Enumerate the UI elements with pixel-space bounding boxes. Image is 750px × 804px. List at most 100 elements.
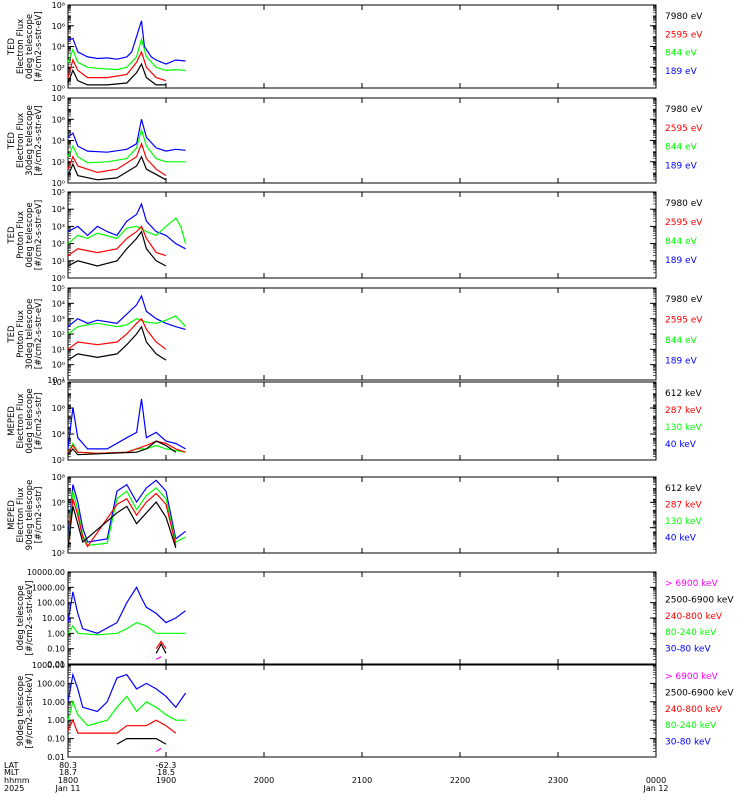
legend-entry: 844 eV: [665, 237, 698, 247]
panel-1: 10⁰ 10² 10⁴ 10⁶ 10⁸ TED Electron Flux 0deg tele…: [7, 1, 703, 93]
y-axis-label: Electron Flux: [16, 113, 26, 168]
legend-entry: 2595 eV: [665, 218, 703, 228]
y-tick-label: 100.00: [37, 679, 65, 688]
legend-entry: 189 eV: [665, 256, 698, 266]
y-tick-label: 10⁸: [52, 94, 65, 103]
y-tick-label: 10⁴: [52, 205, 65, 214]
legend-entry: 240-800 keV: [665, 705, 723, 715]
y-axis-label: [#/cm2-s-str]: [34, 487, 44, 544]
y-tick-label: 10000.00: [27, 568, 65, 577]
series-line: [67, 119, 186, 153]
legend-entry: > 6900 keV: [665, 672, 719, 682]
y-tick-label: 10¹: [52, 257, 65, 266]
panel-4: 10⁻¹ 10⁰ 10¹ 10² 10³ 10⁴ 10⁵ TED Proton Flux 30de…: [7, 284, 703, 385]
y-tick-label: 10²: [52, 158, 65, 167]
plot-frame: [67, 381, 657, 461]
y-axis-label: TED: [7, 226, 17, 245]
y-tick-label: 10⁴: [52, 299, 65, 308]
x-axis-row-value: 1900: [156, 776, 176, 785]
series-line: [67, 621, 186, 636]
x-axis-row-value: 2000: [254, 776, 274, 785]
series-line: [155, 642, 167, 654]
y-tick-label: 10.00: [42, 698, 65, 707]
series-line: [67, 440, 186, 454]
legend-entry: 30-80 keV: [665, 645, 711, 655]
y-tick-label: 1.00: [47, 629, 65, 638]
y-tick-label: 10⁸: [52, 473, 65, 482]
y-tick-label: 10⁴: [52, 137, 65, 146]
legend-entry: 612 keV: [665, 389, 702, 399]
y-tick-label: 1000.00: [32, 661, 65, 670]
y-tick-label: 0.01: [47, 753, 65, 762]
y-axis-label: [#/cm2-s-str-keV]: [25, 581, 35, 656]
y-tick-label: 10²: [52, 240, 65, 249]
x-axis-row-value: 2300: [548, 776, 568, 785]
legend-entry: 30-80 keV: [665, 738, 711, 748]
legend-entry: 844 eV: [665, 49, 698, 59]
y-tick-label: 10⁵: [52, 284, 65, 293]
legend-entry: 844 eV: [665, 336, 698, 346]
legend-entry: 189 eV: [665, 357, 698, 367]
series-line: [67, 141, 167, 177]
legend-entry: 7980 eV: [665, 295, 703, 305]
legend-entry: 287 keV: [665, 406, 702, 416]
y-axis-label: 0deg telescope: [25, 14, 35, 79]
plot-frame: [67, 97, 657, 184]
series-line: [67, 718, 177, 734]
y-axis-label: 90deg telescope: [16, 676, 26, 747]
y-axis-label: Electron Flux: [16, 393, 26, 448]
y-axis-label: [#/cm2-s-str]: [34, 393, 44, 450]
series-line: [67, 695, 186, 727]
y-tick-label: 10⁻¹: [47, 376, 65, 385]
y-tick-label: 10⁴: [52, 524, 65, 533]
legend-entry: 2595 eV: [665, 30, 703, 40]
y-tick-label: 100.00: [37, 599, 65, 608]
x-axis-row-value: 1800: [58, 776, 78, 785]
y-axis-label: TED: [7, 325, 17, 344]
y-axis-label: MEPED: [7, 500, 17, 530]
series-line: [155, 747, 162, 752]
y-tick-label: 1000.00: [32, 583, 65, 592]
series-line: [67, 294, 186, 330]
legend-entry: 7980 eV: [665, 12, 703, 22]
series-line: [116, 737, 167, 745]
y-tick-label: 10⁶: [52, 498, 65, 507]
x-axis-row-label: MLT: [4, 768, 19, 777]
y-axis-label: MEPED: [7, 406, 17, 436]
y-axis-label: Electron Flux: [16, 487, 26, 542]
legend-entry: 189 eV: [665, 67, 698, 77]
panel-5: 10² 10⁴ 10⁶ 10⁸ MEPED Electron Flux 0deg teles…: [7, 378, 702, 465]
y-tick-label: 10³: [52, 315, 65, 324]
plot-frame: [67, 571, 657, 665]
y-tick-label: 10⁸: [52, 1, 65, 10]
series-line: [67, 315, 187, 335]
series-line: [67, 202, 186, 250]
y-tick-label: 10⁶: [52, 404, 65, 413]
legend-entry: 2595 eV: [665, 124, 703, 134]
y-axis-label: [#/cm2-s-str-eV]: [34, 200, 44, 270]
legend-entry: 2500-6900 keV: [665, 595, 734, 605]
legend-entry: 130 keV: [665, 423, 702, 433]
x-axis-row-value: 80.3: [59, 761, 77, 770]
series-line: [67, 50, 167, 82]
legend-entry: 80-240 keV: [665, 628, 717, 638]
y-axis-label: [#/cm2-s-str-eV]: [34, 105, 44, 175]
series-line: [155, 640, 167, 650]
series-line: [67, 440, 177, 456]
panel-8: 0.01 0.10 1.00 10.00 100.00 1000.00 90deg tele…: [16, 661, 734, 762]
y-tick-label: 10⁰: [52, 84, 65, 93]
series-line: [67, 20, 186, 65]
y-tick-label: 0.10: [47, 645, 65, 654]
series-line: [67, 398, 186, 450]
legend-entry: 2500-6900 keV: [665, 688, 734, 698]
y-axis-label: 30deg telescope: [25, 299, 35, 370]
y-tick-label: 10⁸: [52, 378, 65, 387]
legend-entry: 612 keV: [665, 484, 702, 494]
y-tick-label: 10³: [52, 222, 65, 231]
series-line: [67, 230, 167, 267]
series-line: [67, 62, 166, 86]
series-line: [67, 317, 167, 350]
y-tick-label: 10⁴: [52, 43, 65, 52]
y-tick-label: 1.00: [47, 716, 65, 725]
